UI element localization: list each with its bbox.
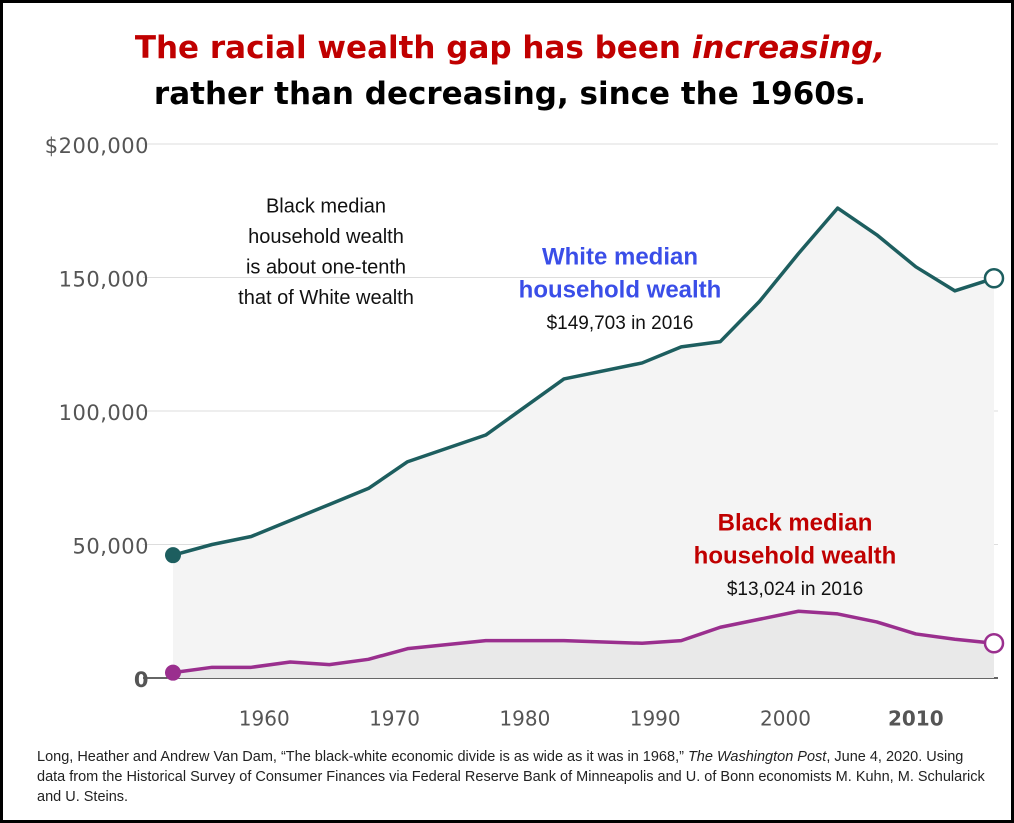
y-tick-label: $200,000 (45, 134, 149, 158)
end-point (983, 632, 1005, 654)
annotation: Black median (266, 195, 386, 217)
series-label: household wealth (519, 276, 722, 303)
area (173, 208, 994, 678)
x-tick-label: 1980 (499, 707, 550, 731)
y-tick-label: 50,000 (73, 535, 149, 559)
start-point (165, 664, 181, 681)
y-tick-label: 0 (134, 668, 149, 692)
source-text: , June 4, 2020. Using data from the Hist… (37, 749, 985, 805)
area (173, 611, 994, 678)
annotation: is about one-tenth (246, 256, 406, 278)
series-label: White median (542, 243, 698, 270)
title-emphasis: increasing, (691, 30, 886, 66)
source: Long, Heather and Andrew Van Dam, “The b… (37, 747, 987, 807)
x-tick-label: 1970 (369, 707, 420, 731)
title-line: The racial wealth gap has been increasin… (3, 25, 1014, 71)
source-italic: The Washington Post (687, 749, 827, 765)
chart-title: The racial wealth gap has been increasin… (3, 25, 1014, 117)
source-text: Long, Heather and Andrew Van Dam, “The b… (37, 749, 688, 765)
title-line: rather than decreasing, since the 1960s. (153, 76, 867, 112)
x-tick-label: 1990 (630, 707, 681, 731)
x-tick-label: 2010 (888, 707, 944, 731)
y-tick-label: 100,000 (59, 401, 149, 425)
series-label: household wealth (694, 542, 897, 569)
series-label: Black median (718, 509, 873, 536)
chart: 0 50,000 100,000 150,000 $200,000 1960 1970 198… (45, 134, 1005, 731)
annotation: household wealth (248, 226, 404, 248)
start-point (165, 547, 181, 564)
title-part: The racial wealth gap has been (134, 30, 692, 66)
series-note: $149,703 in 2016 (547, 313, 694, 334)
series-note: $13,024 in 2016 (727, 579, 863, 600)
x-tick-label: 2000 (760, 707, 811, 731)
end-point (983, 268, 1005, 289)
annotation: that of White wealth (238, 287, 414, 309)
y-tick-label: 150,000 (59, 268, 149, 292)
x-tick-label: 1960 (239, 707, 290, 731)
line (172, 206, 995, 557)
line (172, 609, 995, 675)
